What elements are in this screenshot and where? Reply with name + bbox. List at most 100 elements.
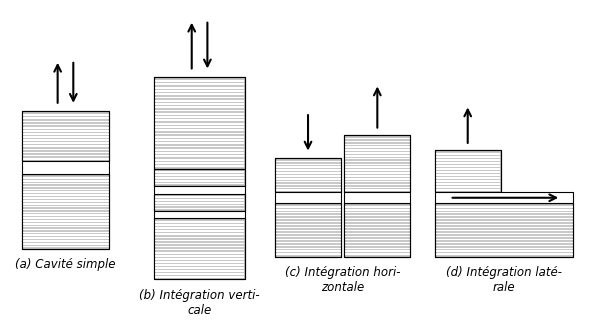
- Bar: [155, 264, 244, 266]
- Bar: [22, 149, 109, 150]
- Bar: [345, 224, 410, 225]
- Bar: [155, 246, 244, 247]
- Bar: [22, 121, 109, 122]
- Bar: [22, 133, 109, 135]
- Bar: [435, 224, 573, 225]
- Bar: [345, 233, 410, 234]
- Bar: [345, 247, 410, 249]
- Text: (b) Intégration verti-
cale: (b) Intégration verti- cale: [140, 289, 260, 317]
- Bar: [155, 165, 244, 167]
- Bar: [155, 270, 244, 272]
- Bar: [345, 172, 410, 174]
- Bar: [275, 184, 341, 185]
- Bar: [275, 158, 341, 192]
- Bar: [155, 243, 244, 244]
- Bar: [155, 258, 244, 259]
- Bar: [155, 103, 244, 105]
- Bar: [155, 194, 245, 211]
- Bar: [275, 224, 341, 225]
- Bar: [345, 242, 410, 243]
- Bar: [345, 189, 410, 191]
- Bar: [155, 174, 244, 176]
- Bar: [155, 180, 244, 182]
- Bar: [345, 221, 410, 222]
- Bar: [155, 156, 244, 157]
- Bar: [22, 200, 109, 202]
- Bar: [22, 124, 109, 126]
- Bar: [345, 215, 410, 216]
- Bar: [155, 177, 244, 179]
- Bar: [22, 237, 109, 239]
- Bar: [275, 250, 341, 252]
- Bar: [22, 114, 109, 116]
- Bar: [434, 203, 573, 257]
- Bar: [435, 183, 500, 185]
- Bar: [22, 152, 109, 153]
- Bar: [275, 192, 341, 203]
- Text: (c) Intégration hori-
zontale: (c) Intégration hori- zontale: [285, 266, 400, 294]
- Bar: [155, 149, 244, 151]
- Bar: [345, 161, 410, 162]
- Bar: [275, 178, 341, 180]
- Bar: [155, 93, 244, 95]
- Bar: [155, 273, 244, 275]
- Bar: [435, 186, 500, 188]
- Bar: [435, 165, 500, 167]
- Bar: [22, 177, 109, 179]
- Bar: [155, 240, 244, 241]
- Bar: [435, 156, 500, 158]
- Bar: [435, 180, 500, 182]
- Bar: [345, 143, 410, 145]
- Bar: [275, 218, 341, 219]
- Bar: [275, 164, 341, 165]
- Bar: [155, 142, 244, 144]
- Bar: [275, 203, 341, 257]
- Bar: [22, 139, 109, 141]
- Bar: [22, 142, 109, 144]
- Bar: [22, 117, 109, 119]
- Bar: [275, 239, 341, 240]
- Bar: [155, 255, 244, 257]
- Bar: [155, 77, 245, 169]
- Bar: [155, 83, 244, 85]
- Bar: [275, 175, 341, 177]
- Bar: [22, 174, 109, 249]
- Bar: [22, 231, 109, 233]
- Bar: [345, 169, 410, 171]
- Bar: [22, 217, 109, 219]
- Bar: [345, 181, 410, 182]
- Bar: [22, 111, 109, 161]
- Bar: [275, 212, 341, 214]
- Bar: [155, 276, 244, 278]
- Bar: [345, 206, 410, 208]
- Bar: [22, 130, 109, 132]
- Bar: [345, 175, 410, 177]
- Bar: [275, 161, 341, 162]
- Bar: [435, 242, 573, 243]
- Bar: [275, 203, 341, 257]
- Bar: [155, 249, 244, 250]
- Bar: [22, 203, 109, 204]
- Bar: [345, 244, 410, 246]
- Text: (a) Cavité simple: (a) Cavité simple: [15, 259, 116, 272]
- Bar: [345, 230, 410, 231]
- Bar: [435, 221, 573, 222]
- Bar: [435, 171, 500, 173]
- Bar: [275, 215, 341, 216]
- Bar: [275, 242, 341, 243]
- Bar: [345, 158, 410, 159]
- Bar: [345, 146, 410, 148]
- Bar: [345, 155, 410, 156]
- Bar: [155, 129, 244, 131]
- Bar: [22, 243, 109, 244]
- Bar: [22, 180, 109, 182]
- Bar: [345, 164, 410, 165]
- Bar: [435, 174, 500, 176]
- Bar: [22, 206, 109, 207]
- Text: (d) Intégration laté-
rale: (d) Intégration laté- rale: [446, 266, 562, 294]
- Bar: [155, 123, 244, 125]
- Bar: [22, 226, 109, 228]
- Bar: [22, 234, 109, 236]
- Bar: [155, 252, 244, 254]
- Bar: [155, 208, 244, 209]
